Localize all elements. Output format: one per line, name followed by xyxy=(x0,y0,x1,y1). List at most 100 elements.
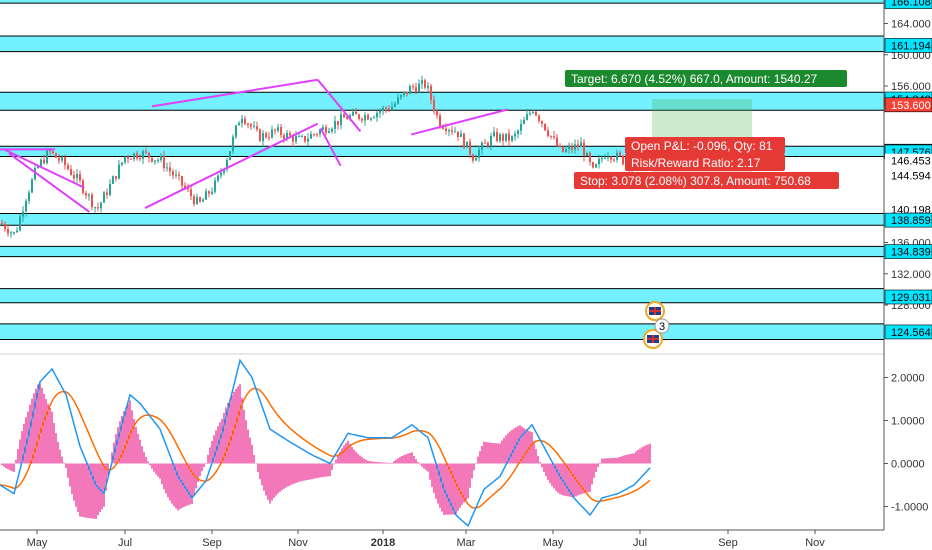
candle-body xyxy=(259,129,261,142)
candle-body xyxy=(145,151,147,153)
candle-body xyxy=(385,107,387,109)
candle-body xyxy=(565,149,567,152)
trend-line[interactable] xyxy=(316,79,362,133)
trend-lines[interactable] xyxy=(0,78,508,213)
candle-body xyxy=(229,151,231,161)
candle-body xyxy=(568,146,570,150)
event-badges[interactable]: 3 xyxy=(643,301,670,349)
candle-body xyxy=(343,114,345,118)
candle-body xyxy=(481,142,483,150)
candle-body xyxy=(364,115,366,121)
candle-body xyxy=(298,136,300,138)
price-tag-label: 134.839 xyxy=(891,247,931,259)
candle-body xyxy=(553,136,555,138)
candle-body xyxy=(595,164,597,168)
price-tag[interactable] xyxy=(884,97,932,113)
price-tag[interactable] xyxy=(884,0,932,9)
trend-line[interactable] xyxy=(151,78,318,108)
candle-body xyxy=(109,183,111,195)
candle-body xyxy=(571,146,573,150)
price-tag[interactable] xyxy=(884,244,932,259)
candle-body xyxy=(127,156,129,159)
candle-body xyxy=(199,197,201,202)
candle-body xyxy=(484,142,486,144)
candle-body xyxy=(277,127,279,131)
price-tag-label: 146.453 xyxy=(891,156,931,168)
candle-body xyxy=(178,174,180,177)
candle-body xyxy=(13,232,15,234)
candle-body xyxy=(241,118,243,123)
candle-body xyxy=(541,120,543,124)
candle-body xyxy=(289,132,291,136)
trend-line[interactable] xyxy=(410,108,508,136)
candle-body xyxy=(391,106,393,110)
candle-body xyxy=(619,152,621,156)
candle-body xyxy=(406,91,408,94)
candle-body xyxy=(340,114,342,125)
candle-body xyxy=(265,133,267,138)
trend-line[interactable] xyxy=(3,148,85,189)
price-tag-label: 144.594 xyxy=(891,170,931,182)
candle-body xyxy=(220,172,222,176)
candle-body xyxy=(58,157,60,161)
target-label: Target: 6.670 (4.52%) 667.0, Amount: 154… xyxy=(571,72,817,86)
open-pnl-label: Open P&L: -0.096, Qty: 81 xyxy=(631,139,773,153)
price-tag-label: 129.031 xyxy=(891,292,931,304)
candle-body xyxy=(622,155,624,165)
candle-body xyxy=(337,120,339,125)
axis-tick-label: 160.000 xyxy=(891,50,931,62)
candle-body xyxy=(403,91,405,96)
candle-body xyxy=(97,207,99,209)
candle-body xyxy=(208,191,210,194)
price-tag[interactable] xyxy=(884,324,932,340)
candle-body xyxy=(514,133,516,137)
candle-body xyxy=(508,133,510,141)
candle-body xyxy=(604,157,606,159)
candle-body xyxy=(331,128,333,132)
candle-body xyxy=(586,153,588,156)
price-tag[interactable] xyxy=(884,38,932,53)
candle-body xyxy=(130,158,132,160)
candle-body xyxy=(226,160,228,170)
candle-body xyxy=(235,125,237,137)
candle-body xyxy=(163,155,165,169)
candle-body xyxy=(295,136,297,142)
candle-body xyxy=(64,156,66,166)
price-tag[interactable] xyxy=(884,212,932,228)
candle-body xyxy=(445,128,447,132)
trend-line[interactable] xyxy=(319,127,342,167)
price-tag[interactable] xyxy=(884,289,932,305)
price-tag[interactable] xyxy=(885,153,932,168)
candle-body xyxy=(61,156,63,161)
event-count-badge[interactable] xyxy=(654,318,670,334)
axis-tick-label: 132.000 xyxy=(891,269,931,281)
candle-body xyxy=(469,141,471,155)
candle-body xyxy=(154,160,156,162)
time-tick-label: May xyxy=(27,537,48,549)
candle-body xyxy=(100,202,102,209)
price-axis[interactable]: 164.000160.000156.000136.000132.000128.0… xyxy=(883,0,932,550)
candle-body xyxy=(538,115,540,121)
trend-line[interactable] xyxy=(144,122,319,209)
candle-body xyxy=(37,166,39,169)
candle-body xyxy=(346,117,348,120)
candle-body xyxy=(202,199,204,202)
candle-body xyxy=(49,150,51,152)
time-tick-label: Nov xyxy=(288,537,308,549)
time-tick-label: Sep xyxy=(718,537,738,549)
time-axis[interactable]: May Jul Sep Nov 2018 Mar May Jul Sep Nov xyxy=(0,529,932,550)
candle-body xyxy=(91,194,93,208)
candle-body xyxy=(310,134,312,139)
candle-body xyxy=(136,153,138,159)
time-tick-label: Jul xyxy=(118,537,132,549)
candle-body xyxy=(55,153,57,158)
candle-body xyxy=(271,129,273,138)
trend-line[interactable] xyxy=(8,152,90,213)
price-tag[interactable] xyxy=(885,168,932,183)
time-tick-label: Nov xyxy=(805,537,825,549)
candle-body xyxy=(301,136,303,138)
candle-body xyxy=(466,141,468,148)
candle-body xyxy=(430,85,432,100)
candle-body xyxy=(19,216,21,231)
